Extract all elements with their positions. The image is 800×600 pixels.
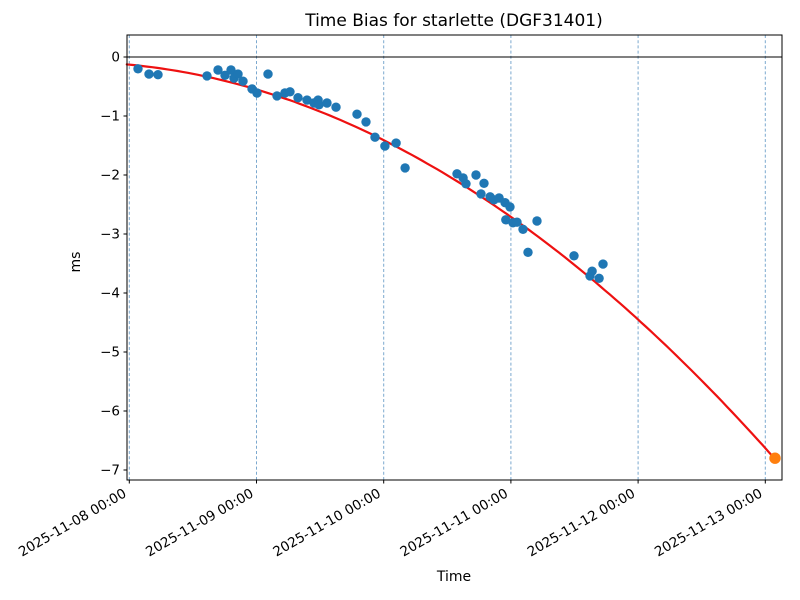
observed-point [352, 109, 362, 119]
observed-point [532, 216, 542, 226]
gridlines [128, 35, 766, 480]
observed-point [518, 224, 528, 234]
observed-point [252, 88, 262, 98]
y-tick-label: −6 [100, 404, 120, 420]
y-tick-label: −2 [100, 168, 120, 184]
observed-point [238, 76, 248, 86]
observed-point [133, 64, 143, 74]
observed-point [144, 69, 154, 79]
y-tick-label: −5 [100, 345, 120, 361]
observed-point [370, 132, 380, 142]
observed-point [322, 98, 332, 108]
y-axis-label: ms [68, 252, 84, 273]
observed-point [594, 273, 604, 283]
predicted-point [769, 452, 781, 464]
scatter-points-layer [133, 64, 781, 464]
observed-point [569, 251, 579, 261]
y-tick-label: −1 [100, 109, 120, 125]
observed-point [272, 91, 282, 101]
observed-point [471, 170, 481, 180]
chart-title: Time Bias for starlette (DGF31401) [304, 11, 603, 31]
observed-point [476, 189, 486, 199]
fit-curve-layer [125, 63, 775, 458]
observed-point [263, 69, 273, 79]
observed-point [233, 69, 243, 79]
y-tick-label: −7 [100, 463, 120, 479]
observed-point [361, 117, 371, 127]
plot-border [126, 34, 783, 481]
observed-point [226, 65, 236, 75]
observed-point [512, 217, 522, 227]
observed-point [501, 215, 511, 225]
y-tick-label: −4 [100, 286, 120, 302]
observed-point [213, 65, 223, 75]
observed-point [380, 141, 390, 151]
y-tick-label: 0 [111, 50, 120, 66]
observed-point [331, 102, 341, 112]
x-axis-label: Time [436, 569, 471, 585]
observed-point [461, 179, 471, 189]
observed-point [293, 93, 303, 103]
observed-point [523, 247, 533, 257]
y-tick-label: −3 [100, 227, 120, 243]
observed-point [598, 259, 608, 269]
observed-point [587, 266, 597, 276]
observed-point [400, 163, 410, 173]
observed-point [285, 87, 295, 97]
observed-point [314, 100, 324, 110]
fit-curve [125, 63, 775, 458]
observed-point [202, 71, 212, 81]
observed-point [479, 178, 489, 188]
observed-point [391, 138, 401, 148]
observed-point [505, 202, 515, 212]
observed-point [153, 70, 163, 80]
